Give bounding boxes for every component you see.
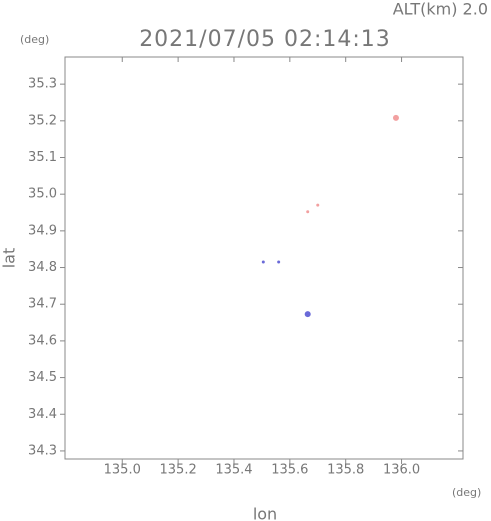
y-tick-label: 35.1 xyxy=(28,150,57,165)
y-tick-label: 34.5 xyxy=(28,370,57,385)
y-tick-label: 35.3 xyxy=(28,77,57,92)
point xyxy=(316,203,320,207)
x-axis-label: lon xyxy=(253,505,277,521)
y-tick-label: 34.6 xyxy=(28,333,57,348)
y-tick-label: 34.4 xyxy=(28,407,57,422)
x-tick-label: 135.4 xyxy=(215,463,252,478)
point xyxy=(304,311,311,318)
x-unit: (deg) xyxy=(452,486,481,499)
point xyxy=(261,260,265,264)
point xyxy=(392,114,399,121)
y-tick-label: 35.0 xyxy=(28,187,57,202)
y-unit: (deg) xyxy=(20,33,49,46)
y-tick-label: 34.7 xyxy=(28,297,57,312)
point xyxy=(277,260,281,264)
x-tick-label: 135.6 xyxy=(271,463,308,478)
x-tick-label: 135.8 xyxy=(327,463,364,478)
x-tick-label: 136.0 xyxy=(383,463,420,478)
y-axis-label: lat xyxy=(0,248,19,269)
y-tick-label: 35.2 xyxy=(28,113,57,128)
x-tick-label: 135.2 xyxy=(160,463,197,478)
y-tick-label: 34.3 xyxy=(28,443,57,458)
plot-frame xyxy=(64,56,464,460)
point xyxy=(306,210,310,214)
chart-title: 2021/07/05 02:14:13 xyxy=(139,27,391,52)
altitude-label: ALT(km) 2.0 xyxy=(393,0,488,19)
x-tick-label: 135.0 xyxy=(104,463,141,478)
y-tick-label: 34.8 xyxy=(28,260,57,275)
y-tick-label: 34.9 xyxy=(28,223,57,238)
